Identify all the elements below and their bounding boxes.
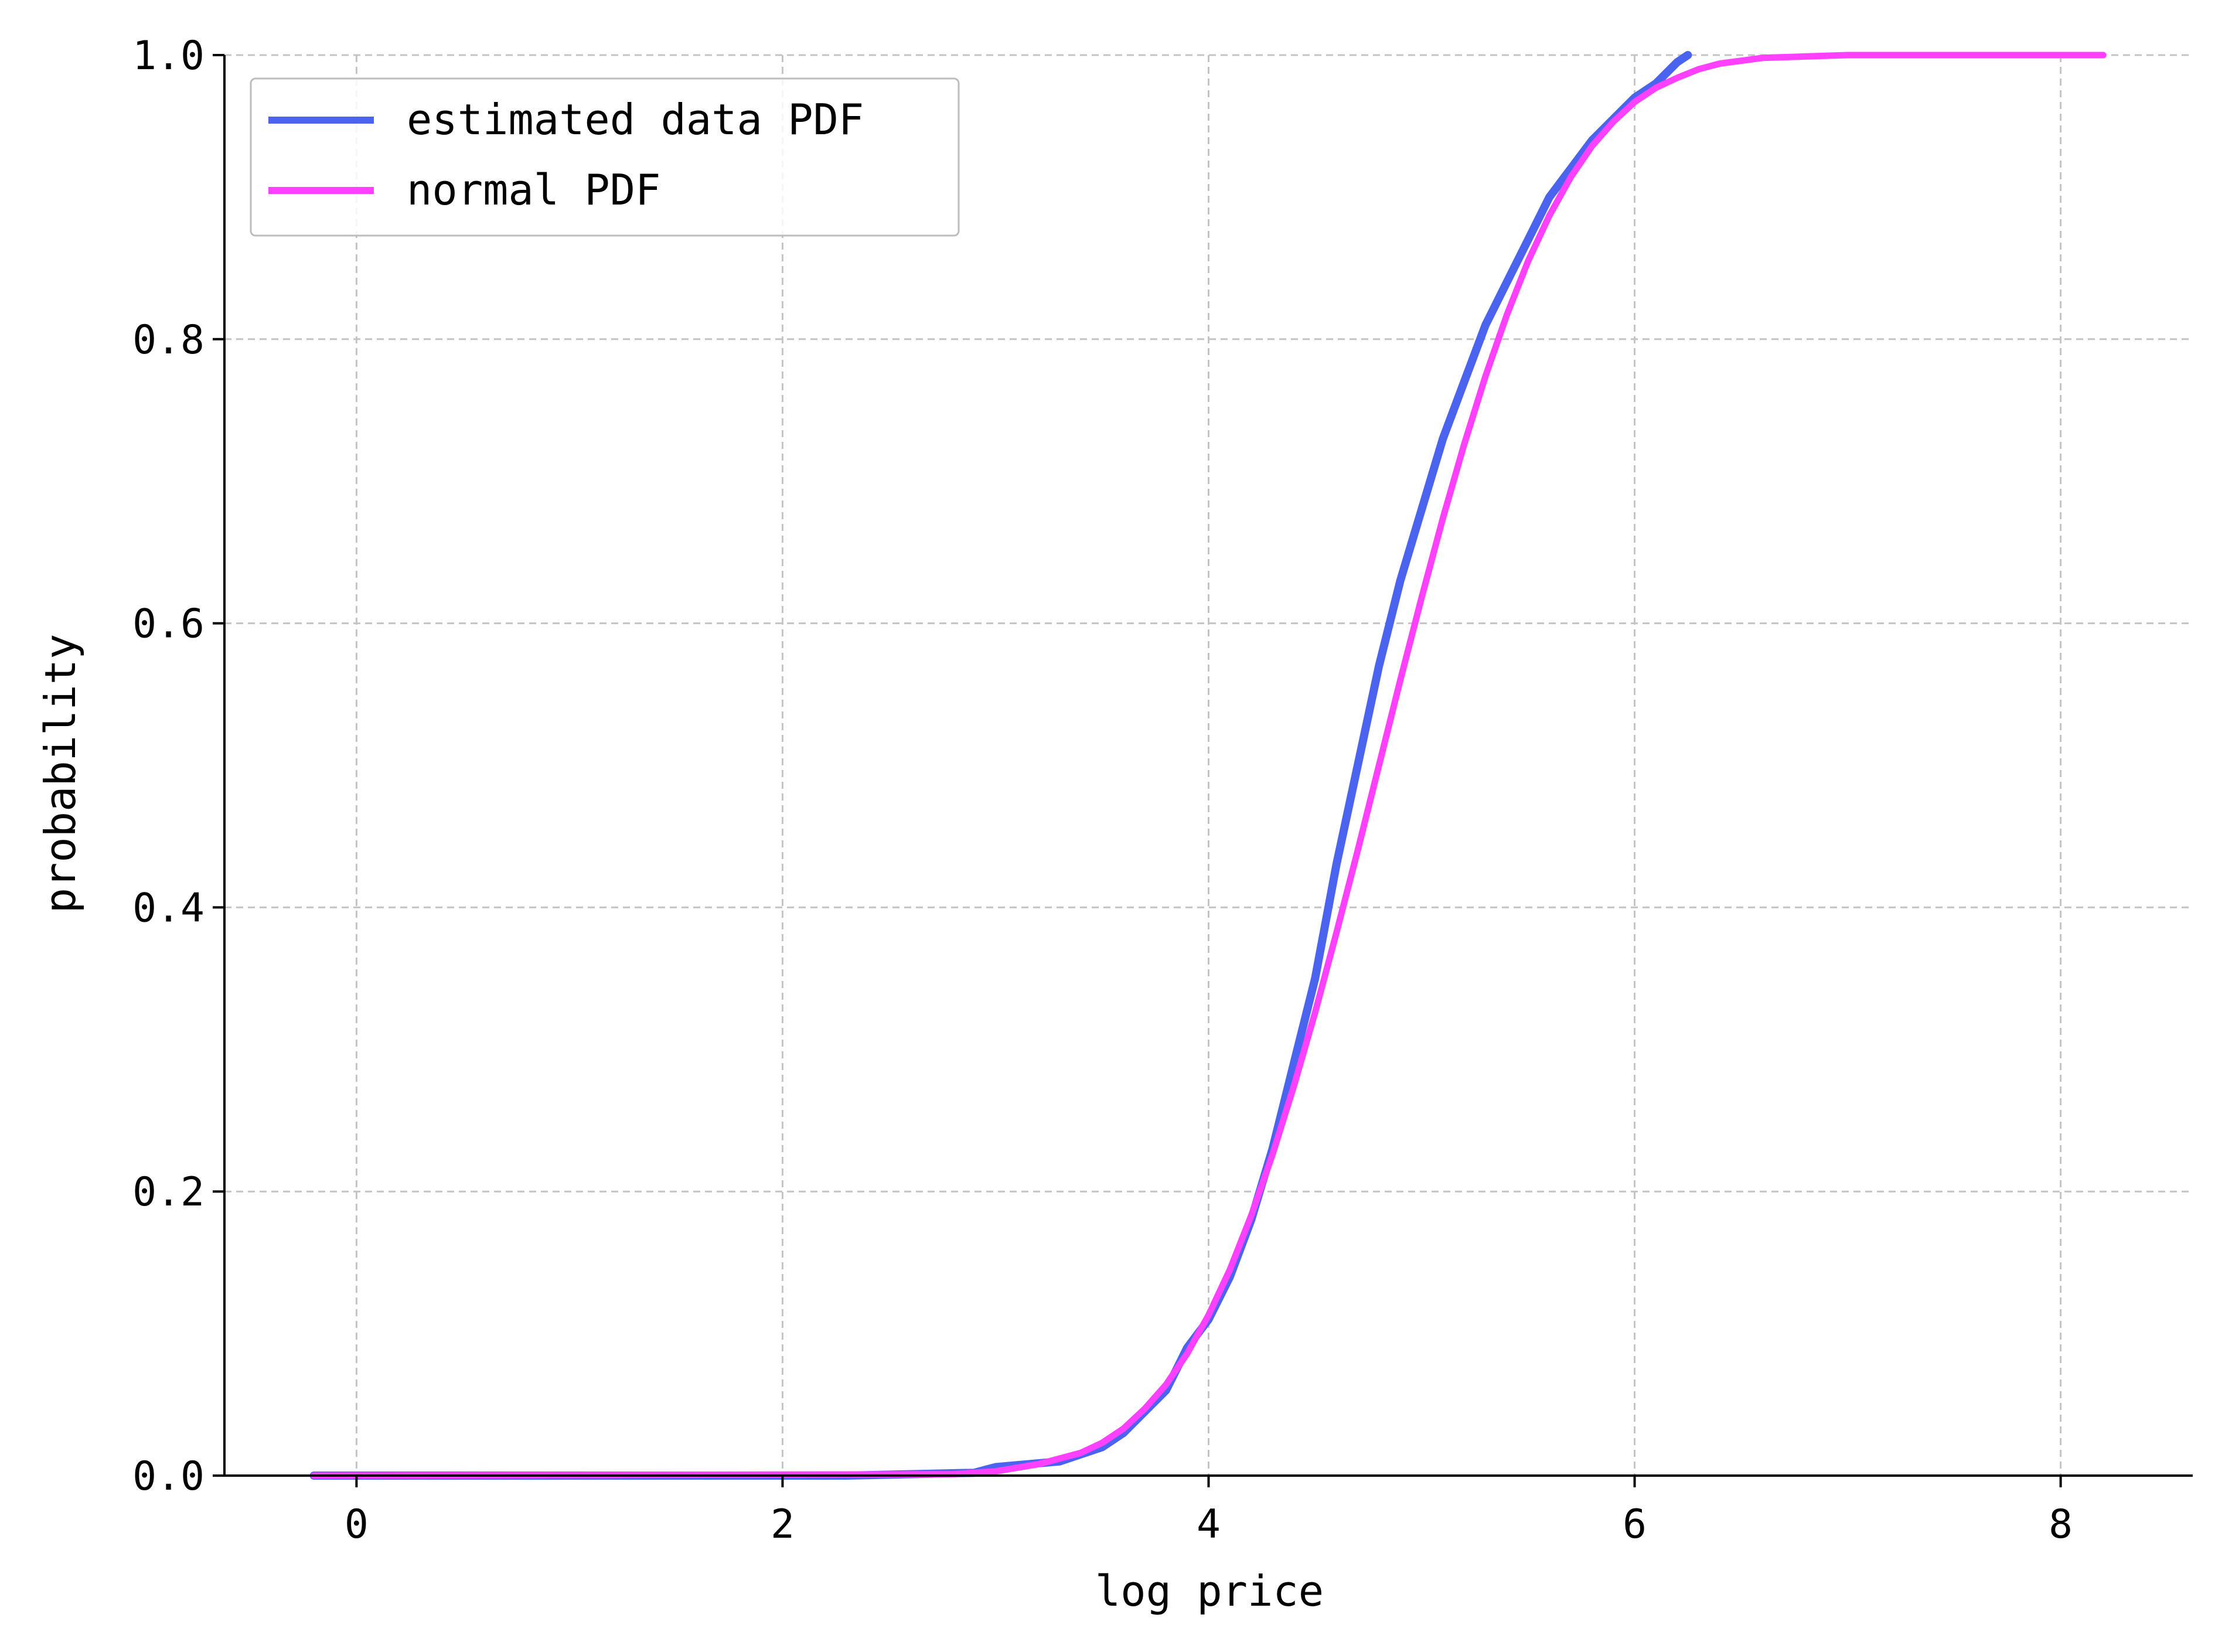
- x-tick-label: 0: [345, 1501, 369, 1548]
- x-ticks: 0 2 4 6 8: [345, 1476, 2073, 1548]
- y-tick-label: 0.8: [132, 317, 205, 363]
- x-tick-label: 8: [2049, 1501, 2073, 1548]
- y-axis-label: probability: [36, 634, 85, 914]
- series-line-normal: [311, 52, 2107, 1479]
- series-line-estimated: [309, 51, 1692, 1480]
- legend-label-estimated: estimated data PDF: [407, 95, 864, 144]
- legend-box: [250, 77, 960, 237]
- y-ticks: 0.0 0.2 0.4 0.6 0.8 1.0: [132, 33, 224, 1500]
- y-tick-label: 0.6: [132, 601, 205, 648]
- x-axis-label: log price: [1095, 1566, 1324, 1616]
- x-tick-label: 6: [1623, 1501, 1647, 1548]
- y-tick-label: 0.2: [132, 1169, 205, 1215]
- series-lines: [309, 51, 2107, 1480]
- y-tick-label: 1.0: [132, 33, 205, 79]
- legend-label-normal: normal PDF: [407, 165, 660, 214]
- grid-lines: [224, 54, 2193, 1477]
- y-tick-label: 0.0: [132, 1453, 205, 1500]
- x-tick-label: 2: [771, 1501, 795, 1548]
- x-tick-label: 4: [1197, 1501, 1221, 1548]
- legend: estimated data PDF normal PDF: [250, 77, 960, 237]
- y-tick-label: 0.4: [132, 885, 205, 931]
